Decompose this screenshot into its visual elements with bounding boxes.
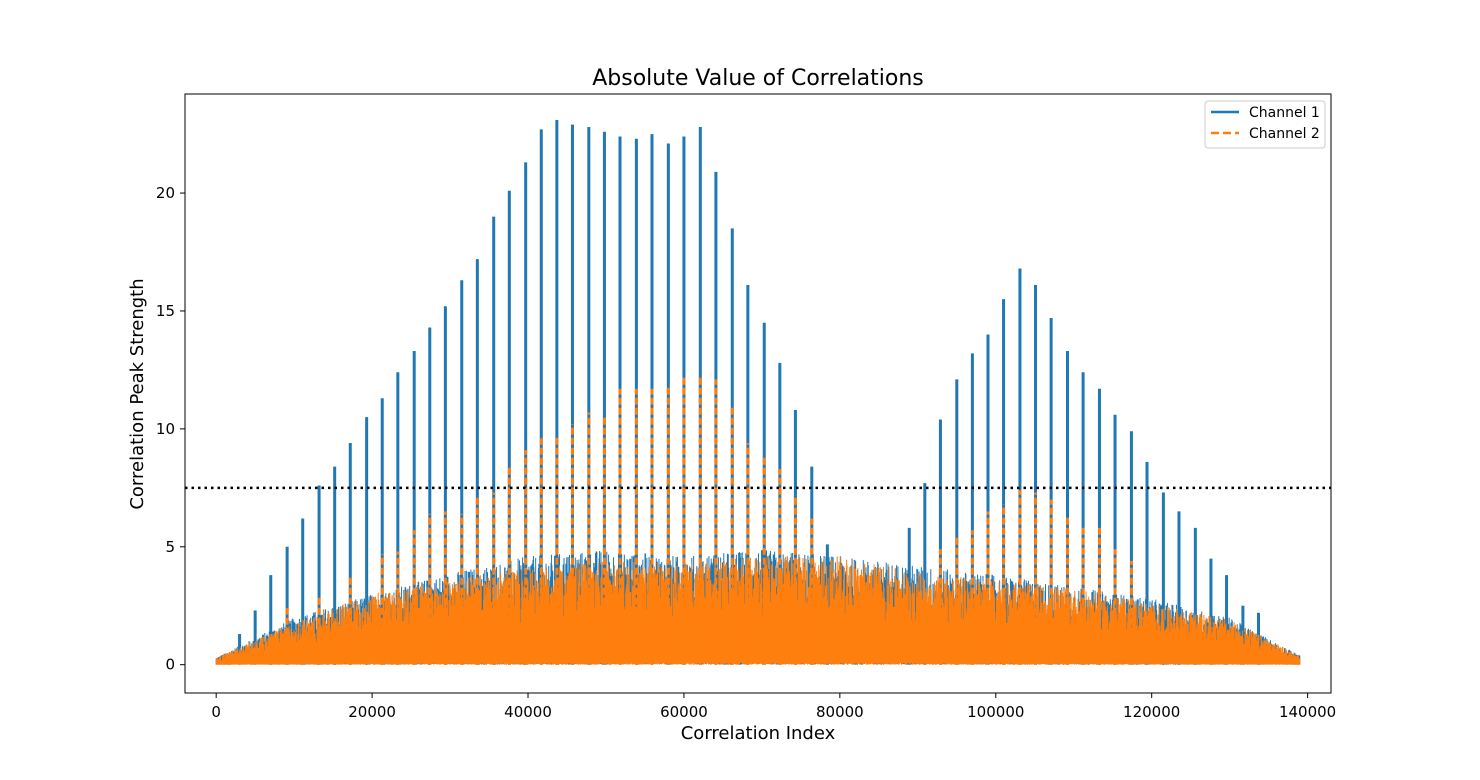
x-tick-label: 80000 bbox=[816, 703, 864, 721]
x-axis-ticks: 0 20000 40000 60000 80000 100000 120000 140000 bbox=[211, 693, 1336, 721]
y-tick-label: 0 bbox=[165, 656, 175, 674]
x-tick-label: 100000 bbox=[967, 703, 1024, 721]
y-tick-label: 5 bbox=[165, 538, 175, 556]
channel-1-peaks bbox=[238, 119, 1260, 665]
x-tick-label: 60000 bbox=[660, 703, 708, 721]
x-axis-label: Correlation Index bbox=[681, 723, 836, 744]
channel-2-peaks bbox=[285, 374, 1133, 665]
x-tick-label: 120000 bbox=[1123, 703, 1180, 721]
channel-2-noise bbox=[215, 556, 1301, 665]
chart-title: Absolute Value of Correlations bbox=[592, 66, 924, 91]
legend: Channel 1 Channel 2 bbox=[1204, 100, 1326, 149]
x-tick-label: 20000 bbox=[348, 703, 396, 721]
legend-label-channel-2: Channel 2 bbox=[1249, 126, 1320, 142]
x-tick-label: 0 bbox=[211, 703, 221, 721]
legend-label-channel-1: Channel 1 bbox=[1249, 105, 1320, 121]
plot-area bbox=[185, 119, 1331, 665]
y-axis-label: Correlation Peak Strength bbox=[127, 278, 148, 509]
axes-frame bbox=[184, 93, 1332, 694]
y-tick-label: 15 bbox=[156, 302, 175, 320]
x-tick-label: 140000 bbox=[1279, 703, 1336, 721]
y-axis-ticks: 0 5 10 15 20 bbox=[156, 184, 185, 674]
noise-trace bbox=[215, 556, 1301, 665]
y-tick-label: 10 bbox=[156, 420, 175, 438]
x-tick-label: 40000 bbox=[504, 703, 552, 721]
y-tick-label: 20 bbox=[156, 184, 175, 202]
